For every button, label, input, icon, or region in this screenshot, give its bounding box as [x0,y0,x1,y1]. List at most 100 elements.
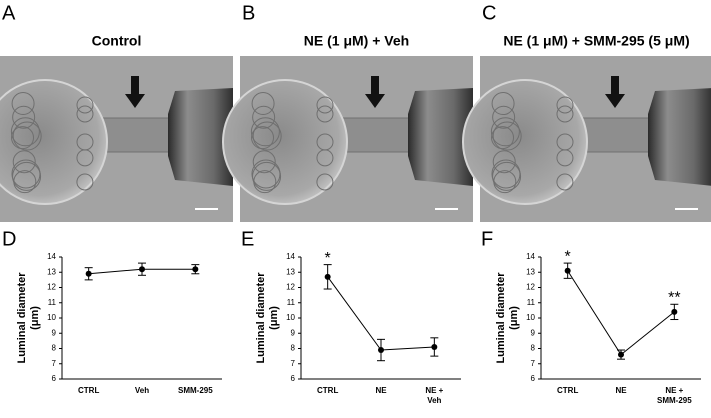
y-tick-label: 7 [52,359,57,368]
y-axis-label: Luminal diameter [255,272,267,364]
cell [492,121,522,151]
y-axis-label: Luminal diameter [16,272,28,364]
y-axis-label: (μm) [29,306,41,330]
x-tick-label: Veh [135,386,149,395]
y-tick-label: 11 [287,298,296,307]
panel-letter: B [242,2,255,24]
panel-letter: C [482,2,496,24]
y-tick-label: 13 [286,267,295,276]
pipette [408,88,473,186]
cell [491,92,515,116]
y-tick-label: 9 [52,328,57,337]
y-tick-label: 8 [291,344,296,353]
y-axis-label: Luminal diameter [495,272,507,364]
y-tick-label: 10 [526,313,535,322]
cell [11,92,35,116]
arrow [365,76,385,108]
x-tick-label: Veh [427,396,441,405]
y-tick-label: 10 [286,313,295,322]
y-tick-label: 14 [286,252,295,261]
cell [12,161,42,191]
x-tick-label: CTRL [78,386,99,395]
y-tick-label: 12 [286,283,295,292]
y-tick-label: 11 [527,298,536,307]
data-point [192,266,199,273]
data-point [618,351,624,358]
cell [492,150,516,174]
y-tick-label: 13 [526,267,535,276]
data-point [564,267,571,274]
y-tick-label: 7 [291,359,296,368]
cell [556,105,574,123]
x-tick-label: NE [615,386,627,395]
cell [76,105,94,123]
micrograph [462,56,711,222]
micrograph [222,56,473,222]
y-tick-label: 9 [531,328,536,337]
cell [12,121,42,151]
y-tick-label: 11 [48,298,57,307]
arrow [605,76,625,108]
significance-mark: * [565,248,571,265]
x-tick-label: SMM-295 [178,386,213,395]
data-point [85,270,92,277]
panel-letter: D [2,228,16,250]
y-tick-label: 14 [526,252,535,261]
cell [491,126,515,150]
data-point [139,266,145,273]
y-tick-label: 12 [526,283,535,292]
data-point [378,347,384,354]
cell [316,96,334,114]
cell [76,96,94,114]
y-tick-label: 12 [47,283,56,292]
cell [12,150,36,174]
cell [252,121,282,151]
panel-letter: E [241,228,254,250]
x-tick-label: NE + [665,386,683,395]
y-axis-label: (μm) [508,306,520,330]
y-tick-label: 8 [531,344,536,353]
cell [556,96,574,114]
y-tick-label: 6 [52,374,57,383]
cell [316,149,334,167]
cell [252,150,276,174]
cell [251,92,275,116]
y-tick-label: 14 [47,252,56,261]
cell [76,149,94,167]
data-point [324,273,331,280]
glomerulus [462,79,588,205]
y-axis-label: (μm) [268,306,280,330]
panel-letter: F [481,228,493,250]
pipette [168,88,233,186]
x-tick-label: CTRL [557,386,578,395]
data-point [671,308,678,315]
cell [556,173,574,191]
cell [556,149,574,167]
cell [12,105,36,129]
significance-mark: ** [668,289,680,306]
cell [492,105,516,129]
cell [252,105,276,129]
data-point [431,343,438,350]
y-tick-label: 10 [47,313,56,322]
y-tick-label: 13 [47,267,56,276]
y-tick-label: 7 [531,359,536,368]
cell [11,126,35,150]
cell [251,126,275,150]
cell [10,117,40,147]
panel-title: NE (1 μM) + Veh [304,33,409,49]
x-tick-label: NE + [425,386,443,395]
micrograph [0,56,233,222]
y-tick-label: 9 [291,328,296,337]
cell [492,161,522,191]
panel-title: NE (1 μM) + SMM-295 (5 μM) [503,33,689,49]
panel-letter: A [2,2,16,24]
cell [490,117,520,147]
arrow [125,76,145,108]
pipette [648,88,711,186]
x-tick-label: SMM-295 [657,396,692,405]
cell [316,105,334,123]
series-line [567,270,675,356]
y-tick-label: 6 [531,374,536,383]
